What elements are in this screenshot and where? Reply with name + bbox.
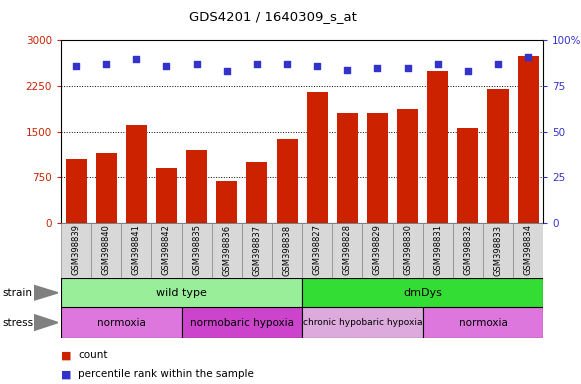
Text: normobaric hypoxia: normobaric hypoxia	[190, 318, 294, 328]
Text: GSM398831: GSM398831	[433, 224, 442, 275]
Bar	[423, 307, 543, 338]
Bar	[307, 92, 328, 223]
Text: strain: strain	[3, 288, 33, 298]
Bar	[453, 223, 483, 278]
Bar	[242, 223, 272, 278]
Text: ■: ■	[61, 350, 71, 360]
Point	[313, 63, 322, 69]
Bar	[61, 223, 91, 278]
Text: normoxia: normoxia	[97, 318, 146, 328]
Text: GSM398840: GSM398840	[102, 224, 111, 275]
Point	[252, 61, 261, 67]
Text: GSM398832: GSM398832	[464, 224, 472, 275]
Bar	[393, 223, 423, 278]
Bar	[518, 56, 539, 223]
Polygon shape	[34, 285, 58, 300]
Bar	[483, 223, 513, 278]
Bar	[181, 307, 302, 338]
Bar	[332, 223, 363, 278]
Text: GSM398828: GSM398828	[343, 224, 352, 275]
Point	[373, 65, 382, 71]
Text: chronic hypobaric hypoxia: chronic hypobaric hypoxia	[303, 318, 422, 327]
Bar	[61, 307, 181, 338]
Bar	[66, 159, 87, 223]
Text: GSM398834: GSM398834	[523, 224, 533, 275]
Point	[222, 68, 231, 74]
Text: percentile rank within the sample: percentile rank within the sample	[78, 369, 254, 379]
Point	[433, 61, 442, 67]
Text: normoxia: normoxia	[458, 318, 507, 328]
Polygon shape	[34, 314, 58, 331]
Point	[463, 68, 472, 74]
Bar	[302, 223, 332, 278]
Bar	[367, 113, 388, 223]
Bar	[96, 153, 117, 223]
Text: count: count	[78, 350, 108, 360]
Bar	[186, 150, 207, 223]
Text: stress: stress	[3, 318, 34, 328]
Point	[282, 61, 292, 67]
Text: GDS4201 / 1640309_s_at: GDS4201 / 1640309_s_at	[189, 10, 357, 23]
Point	[132, 56, 141, 62]
Bar	[91, 223, 121, 278]
Text: ■: ■	[61, 369, 71, 379]
Bar	[487, 89, 508, 223]
Bar	[211, 223, 242, 278]
Bar	[363, 223, 393, 278]
Text: GSM398842: GSM398842	[162, 224, 171, 275]
Bar	[277, 139, 297, 223]
Point	[102, 61, 111, 67]
Point	[403, 65, 413, 71]
Bar	[126, 126, 147, 223]
Text: GSM398837: GSM398837	[252, 224, 261, 275]
Bar	[513, 223, 543, 278]
Text: GSM398835: GSM398835	[192, 224, 201, 275]
Text: GSM398841: GSM398841	[132, 224, 141, 275]
Bar	[427, 71, 449, 223]
Bar	[181, 223, 211, 278]
Text: GSM398833: GSM398833	[493, 224, 503, 275]
Text: GSM398827: GSM398827	[313, 224, 322, 275]
Point	[343, 66, 352, 73]
Point	[523, 54, 533, 60]
Point	[192, 61, 201, 67]
Text: GSM398829: GSM398829	[373, 224, 382, 275]
Bar	[302, 278, 543, 307]
Text: GSM398839: GSM398839	[71, 224, 81, 275]
Text: GSM398838: GSM398838	[282, 224, 292, 275]
Bar	[457, 129, 478, 223]
Bar	[272, 223, 302, 278]
Bar	[152, 223, 181, 278]
Text: dmDys: dmDys	[403, 288, 442, 298]
Bar	[121, 223, 152, 278]
Text: wild type: wild type	[156, 288, 207, 298]
Point	[71, 63, 81, 69]
Bar	[302, 307, 423, 338]
Bar	[337, 113, 358, 223]
Bar	[397, 109, 418, 223]
Bar	[216, 181, 237, 223]
Bar	[246, 162, 267, 223]
Bar	[61, 278, 302, 307]
Point	[162, 63, 171, 69]
Bar	[423, 223, 453, 278]
Bar	[156, 168, 177, 223]
Text: GSM398830: GSM398830	[403, 224, 412, 275]
Point	[493, 61, 503, 67]
Text: GSM398836: GSM398836	[223, 224, 231, 275]
